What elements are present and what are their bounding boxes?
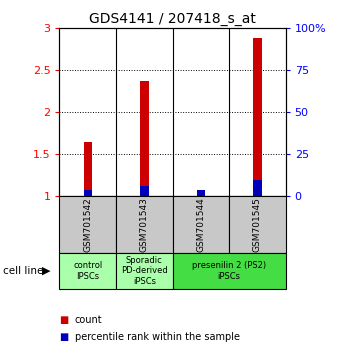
Bar — [84, 190, 92, 196]
Title: GDS4141 / 207418_s_at: GDS4141 / 207418_s_at — [89, 12, 256, 26]
Text: GSM701544: GSM701544 — [196, 198, 205, 252]
FancyBboxPatch shape — [116, 253, 173, 289]
Bar — [140, 186, 149, 196]
Text: ■: ■ — [59, 315, 69, 325]
Text: control
IPSCs: control IPSCs — [73, 261, 102, 280]
Text: percentile rank within the sample: percentile rank within the sample — [75, 332, 240, 342]
Text: count: count — [75, 315, 102, 325]
FancyBboxPatch shape — [116, 196, 173, 253]
Text: presenilin 2 (PS2)
iPSCs: presenilin 2 (PS2) iPSCs — [192, 261, 266, 280]
Bar — [140, 81, 149, 196]
Text: GSM701545: GSM701545 — [253, 197, 262, 252]
FancyBboxPatch shape — [59, 253, 116, 289]
FancyBboxPatch shape — [173, 253, 286, 289]
Bar — [197, 192, 205, 196]
Text: ■: ■ — [59, 332, 69, 342]
Bar — [84, 142, 92, 196]
Text: Sporadic
PD-derived
iPSCs: Sporadic PD-derived iPSCs — [121, 256, 168, 286]
FancyBboxPatch shape — [173, 196, 229, 253]
FancyBboxPatch shape — [229, 196, 286, 253]
Text: ▶: ▶ — [42, 266, 50, 276]
Text: cell line: cell line — [3, 266, 44, 276]
Bar — [253, 180, 261, 196]
Text: GSM701542: GSM701542 — [83, 198, 92, 252]
Text: GSM701543: GSM701543 — [140, 197, 149, 252]
Bar — [197, 190, 205, 196]
FancyBboxPatch shape — [59, 196, 116, 253]
Bar — [253, 39, 261, 196]
